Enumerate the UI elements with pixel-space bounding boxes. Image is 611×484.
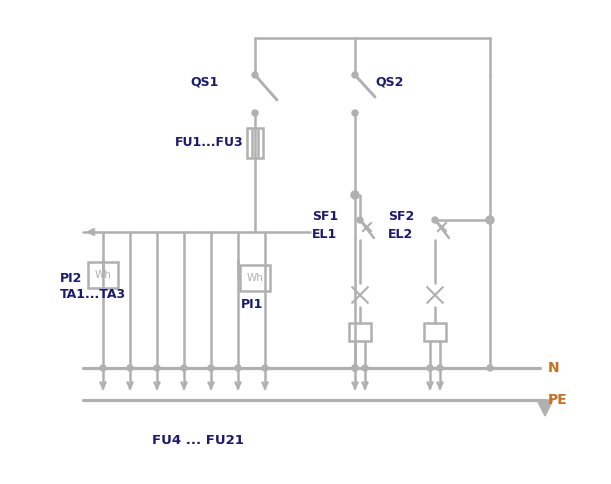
Text: EL2: EL2 <box>388 228 413 242</box>
Circle shape <box>427 365 433 371</box>
Text: SF1: SF1 <box>312 210 338 223</box>
Circle shape <box>127 365 133 371</box>
Circle shape <box>352 365 358 371</box>
Text: PE: PE <box>548 393 568 407</box>
Circle shape <box>154 365 160 371</box>
Text: QS2: QS2 <box>375 76 403 89</box>
Text: PI1: PI1 <box>241 299 263 312</box>
Circle shape <box>351 191 359 199</box>
Circle shape <box>181 365 187 371</box>
Circle shape <box>235 365 241 371</box>
Text: Wh: Wh <box>95 270 111 280</box>
Circle shape <box>252 72 258 78</box>
Circle shape <box>357 217 363 223</box>
Circle shape <box>352 365 358 371</box>
Bar <box>88 262 118 288</box>
Text: PI2: PI2 <box>60 272 82 285</box>
Text: N: N <box>548 361 560 375</box>
Text: QS1: QS1 <box>190 76 218 89</box>
Circle shape <box>262 365 268 371</box>
Text: SF2: SF2 <box>388 210 414 223</box>
Text: Wh: Wh <box>247 273 263 283</box>
Bar <box>240 265 270 291</box>
Text: FU4 ... FU21: FU4 ... FU21 <box>152 434 244 447</box>
Circle shape <box>100 365 106 371</box>
Circle shape <box>487 365 493 371</box>
Polygon shape <box>537 400 553 416</box>
Circle shape <box>252 110 258 116</box>
Circle shape <box>437 365 443 371</box>
Circle shape <box>352 72 358 78</box>
Bar <box>349 323 371 341</box>
Text: TA1...TA3: TA1...TA3 <box>60 287 126 301</box>
Text: EL1: EL1 <box>312 228 337 242</box>
Bar <box>424 323 446 341</box>
Circle shape <box>352 110 358 116</box>
Circle shape <box>432 217 438 223</box>
Text: FU1...FU3: FU1...FU3 <box>175 136 244 150</box>
Circle shape <box>486 216 494 224</box>
Circle shape <box>208 365 214 371</box>
Circle shape <box>362 365 368 371</box>
Bar <box>247 128 263 158</box>
